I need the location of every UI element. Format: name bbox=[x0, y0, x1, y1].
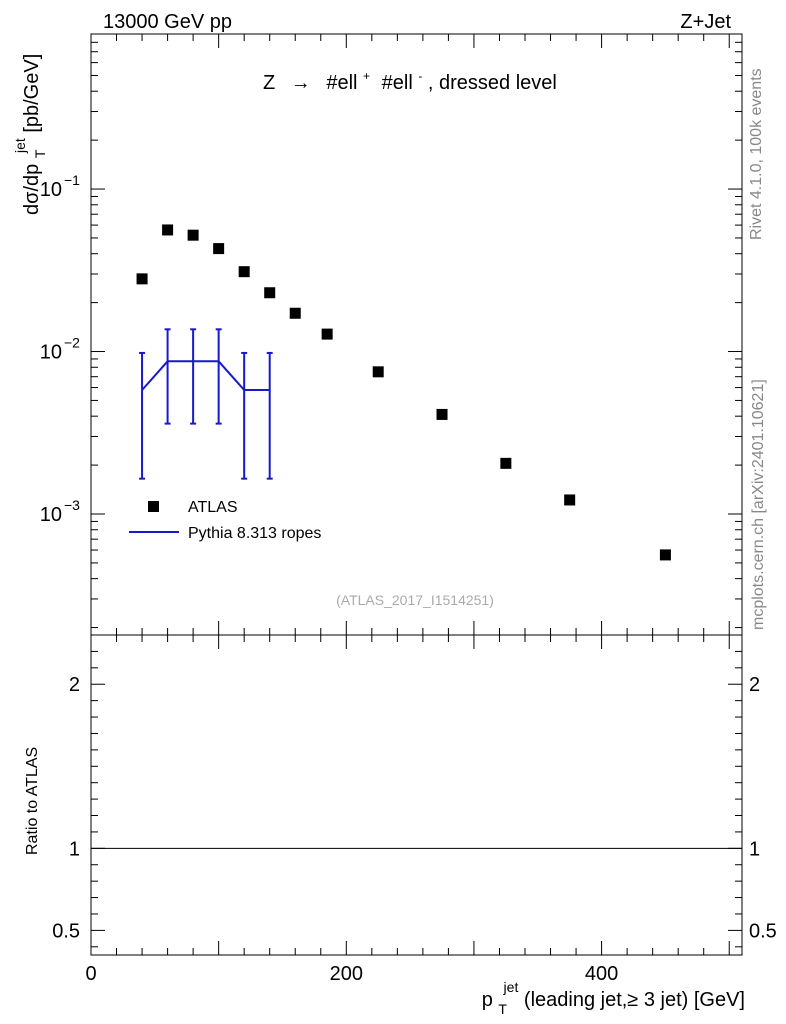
mcplots-label: mcplots.cern.ch [arXiv:2401.10621] bbox=[750, 379, 767, 630]
title-ell-2: #ell bbox=[382, 72, 413, 94]
atlas-data-point bbox=[500, 457, 512, 469]
ratio-y-tick-label-right: 0.5 bbox=[749, 920, 777, 942]
xlabel-rest: (leading jet,≥ 3 jet) [GeV] bbox=[524, 989, 745, 1011]
main-y-tick-label: 10 bbox=[40, 342, 62, 364]
ratio-y-tick-label-left: 0.5 bbox=[52, 920, 80, 942]
legend-atlas-marker bbox=[148, 501, 159, 512]
analysis-id-label: (ATLAS_2017_I1514251) bbox=[336, 592, 494, 608]
ylabel-sup: jet bbox=[12, 138, 28, 154]
main-y-tick-label: 10 bbox=[40, 179, 62, 201]
x-tick-label: 400 bbox=[585, 963, 618, 985]
main-y-tick-exponent: −1 bbox=[64, 172, 80, 188]
title-ell-1: #ell bbox=[326, 72, 357, 94]
legend-pythia-label: Pythia 8.313 ropes bbox=[188, 525, 321, 542]
atlas-data-point bbox=[564, 494, 576, 506]
ylabel-sub: T bbox=[32, 149, 48, 158]
xlabel-sup: jet bbox=[503, 979, 519, 995]
ylabel-unit: [pb/GeV] bbox=[21, 54, 43, 133]
xlabel-p: p bbox=[482, 989, 493, 1011]
legend-atlas-label: ATLAS bbox=[188, 499, 238, 516]
title-z: Z bbox=[263, 72, 275, 94]
ratio-y-tick-label-left: 1 bbox=[69, 838, 80, 860]
main-y-tick-exponent: −3 bbox=[64, 497, 80, 513]
header-left-label: 13000 GeV pp bbox=[103, 11, 232, 33]
ratio-panel-frame bbox=[90, 634, 743, 956]
series-layer bbox=[136, 224, 671, 561]
x-axis-label: p T jet (leading jet,≥ 3 jet) [GeV] bbox=[482, 975, 745, 1019]
y-tick-base: 10 bbox=[40, 179, 62, 201]
atlas-data-point bbox=[436, 408, 448, 420]
ratio-ticks: 0.5 0.5 1 1 2 2 bbox=[52, 650, 777, 948]
main-y-tick-label: 10 bbox=[40, 504, 62, 526]
y-tick-base: 10 bbox=[40, 342, 62, 364]
atlas-data-point bbox=[136, 273, 148, 285]
pythia-line bbox=[141, 360, 270, 391]
atlas-data-point bbox=[372, 366, 384, 378]
y-tick-base: 10 bbox=[40, 504, 62, 526]
atlas-data-point bbox=[187, 229, 199, 241]
atlas-data-point bbox=[264, 287, 276, 299]
title-arrow: → bbox=[291, 72, 311, 94]
x-tick-label: 0 bbox=[85, 963, 96, 985]
ratio-y-tick-label-right: 2 bbox=[749, 674, 760, 696]
ylabel-main: dσ/dp bbox=[21, 164, 43, 215]
main-y-axis-label: dσ/dp T jet [pb/GeV] bbox=[8, 54, 50, 215]
header-right-label: Z+Jet bbox=[680, 11, 731, 33]
title-sup-1: + bbox=[363, 69, 370, 83]
main-y-ticks: 10−110−210−3 bbox=[40, 33, 742, 629]
atlas-data-point bbox=[659, 549, 671, 561]
x-tick-label: 200 bbox=[330, 963, 363, 985]
atlas-data-point bbox=[238, 266, 250, 278]
xlabel-sub: T bbox=[498, 1001, 507, 1017]
main-panel-frame bbox=[90, 33, 743, 636]
title-rest: , dressed level bbox=[428, 72, 557, 94]
main-y-tick-exponent: −2 bbox=[64, 335, 80, 351]
legend: ATLAS Pythia 8.313 ropes bbox=[129, 499, 321, 542]
atlas-data-point bbox=[321, 328, 333, 340]
ratio-y-tick-label-right: 1 bbox=[749, 838, 760, 860]
plot-title: Z → #ell + #ell - , dressed level bbox=[263, 63, 557, 94]
atlas-data-point bbox=[289, 307, 301, 319]
rivet-version-label: Rivet 4.1.0, 100k events bbox=[748, 68, 765, 240]
x-ticks: 0 200 400 bbox=[85, 34, 730, 985]
atlas-data-point bbox=[213, 243, 225, 255]
atlas-data-point bbox=[162, 224, 174, 236]
ratio-y-axis-label: Ratio to ATLAS bbox=[24, 747, 41, 855]
title-sup-2: - bbox=[418, 69, 422, 83]
ratio-y-tick-label-left: 2 bbox=[69, 674, 80, 696]
